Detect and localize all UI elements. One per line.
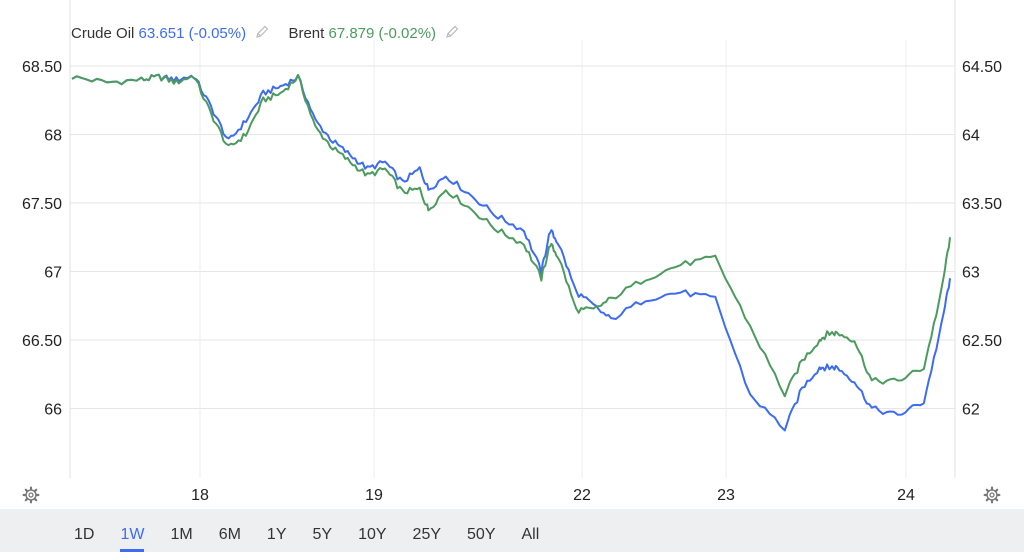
range-10y[interactable]: 10Y [358,526,387,543]
gridlines [69,0,956,478]
x-tick: 18 [191,487,209,504]
y-tick-right: 64 [962,128,980,145]
range-1w[interactable]: 1W [120,509,145,552]
x-tick: 22 [573,487,591,504]
range-5y[interactable]: 5Y [312,526,333,543]
y-tick-right: 64.50 [962,59,1002,76]
x-tick: 19 [365,487,383,504]
gear-icon[interactable] [983,486,1001,504]
legend-crude-oil[interactable]: Crude Oil 63.651 (-0.05%) [71,24,270,42]
range-1m[interactable]: 1M [170,526,193,543]
y-tick-left: 67.50 [22,196,62,213]
legend-crude-oil-value: 63.651 (-0.05%) [138,25,247,42]
series-line-crude-oil [71,73,951,432]
legend-brent-name: Brent [288,25,325,42]
y-tick-left: 68 [44,128,62,145]
y-tick-right: 63.50 [962,196,1002,213]
legend-brent-value: 67.879 (-0.02%) [328,25,437,42]
range-6m[interactable]: 6M [218,526,241,543]
series-lines [71,73,951,432]
legend-brent[interactable]: Brent 67.879 (-0.02%) [288,24,460,42]
pencil-icon[interactable] [254,24,270,40]
y-tick-left: 66.50 [22,333,62,350]
y-tick-left: 68.50 [22,59,62,76]
range-50y[interactable]: 50Y [467,526,496,543]
x-tick: 23 [717,487,735,504]
axis-ticks: 68.50 68 67.50 67 66.50 66 64.50 64 63.50 63 62.50… [22,59,1002,504]
y-tick-right: 63 [962,265,980,282]
y-tick-left: 67 [44,265,62,282]
legend: Crude Oil 63.651 (-0.05%) Brent 67.879 (… [71,24,474,42]
y-tick-right: 62.50 [962,333,1002,350]
y-tick-right: 62 [962,402,980,419]
legend-crude-oil-name: Crude Oil [71,25,135,42]
range-1y[interactable]: 1Y [266,526,287,543]
pencil-icon[interactable] [444,24,460,40]
gear-icon[interactable] [22,486,40,504]
range-all[interactable]: All [521,526,540,543]
y-tick-left: 66 [44,402,62,419]
range-1d[interactable]: 1D [74,526,95,543]
x-tick: 24 [897,487,915,504]
chart-area: 68.50 68 67.50 67 66.50 66 64.50 64 63.50 63 62.50… [22,0,1002,504]
series-line-brent [71,73,951,398]
range-selector: 1D 1W 1M 6M 1Y 5Y 10Y 25Y 50Y All [74,509,565,552]
range-25y[interactable]: 25Y [412,526,442,543]
range-bar: 1D 1W 1M 6M 1Y 5Y 10Y 25Y 50Y All [0,509,1024,552]
